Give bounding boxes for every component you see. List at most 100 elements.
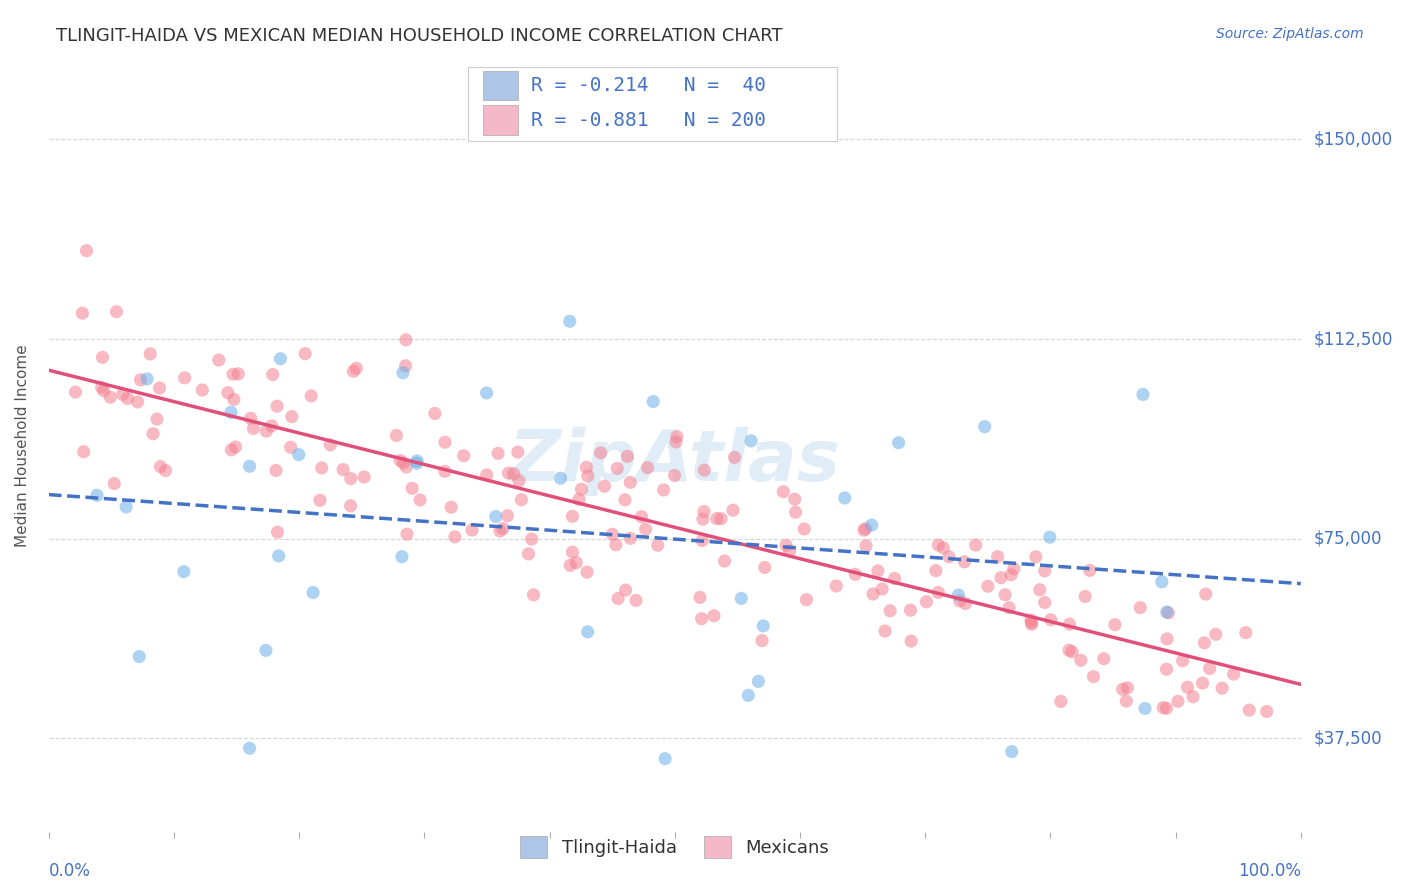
Point — [855, 522, 877, 536]
Point — [616, 450, 638, 464]
Point — [561, 545, 583, 559]
Point — [1234, 625, 1257, 640]
Point — [1194, 636, 1216, 650]
Point — [703, 608, 725, 623]
Point — [558, 314, 581, 328]
Point — [1001, 745, 1024, 759]
Point — [1057, 643, 1080, 657]
Point — [1132, 387, 1154, 401]
Point — [311, 461, 333, 475]
Point — [710, 511, 733, 525]
Point — [1021, 617, 1043, 632]
Point — [392, 456, 415, 470]
Point — [665, 434, 688, 449]
Point — [1222, 667, 1244, 681]
Point — [589, 446, 612, 460]
Point — [747, 674, 769, 689]
Point — [723, 450, 745, 465]
Point — [280, 440, 302, 454]
Point — [998, 600, 1021, 615]
Legend: Tlingit-Haida, Mexicans: Tlingit-Haida, Mexicans — [509, 825, 839, 869]
Point — [339, 499, 361, 513]
Point — [117, 392, 139, 406]
Point — [844, 567, 866, 582]
Point — [1111, 682, 1133, 697]
Point — [866, 564, 889, 578]
Point — [73, 444, 96, 458]
Point — [299, 389, 322, 403]
Point — [955, 597, 977, 611]
Point — [221, 442, 243, 457]
Point — [208, 353, 231, 368]
Point — [389, 453, 412, 467]
Point — [900, 603, 922, 617]
Point — [879, 604, 901, 618]
Point — [1156, 605, 1178, 619]
Point — [637, 460, 659, 475]
Point — [264, 463, 287, 477]
Point — [602, 527, 624, 541]
Point — [1239, 703, 1261, 717]
Point — [115, 500, 138, 514]
Point — [395, 527, 418, 541]
Point — [965, 538, 987, 552]
Point — [783, 492, 806, 507]
Point — [1025, 549, 1047, 564]
Point — [517, 547, 540, 561]
Point — [834, 491, 856, 505]
Point — [1211, 681, 1233, 695]
Point — [994, 588, 1017, 602]
Point — [111, 387, 134, 401]
Point — [90, 380, 112, 394]
Point — [900, 634, 922, 648]
Point — [690, 533, 713, 548]
Point — [1039, 530, 1062, 544]
Point — [1133, 701, 1156, 715]
Point — [977, 579, 1000, 593]
Point — [1129, 600, 1152, 615]
Point — [721, 503, 744, 517]
Point — [693, 463, 716, 477]
Point — [262, 368, 284, 382]
Point — [217, 385, 239, 400]
Point — [91, 351, 114, 365]
Point — [489, 524, 512, 538]
Point — [520, 532, 543, 546]
Point — [932, 541, 955, 555]
Point — [1205, 627, 1227, 641]
Point — [401, 481, 423, 495]
Point — [492, 522, 515, 536]
Point — [1195, 587, 1218, 601]
Point — [440, 500, 463, 515]
Point — [148, 381, 170, 395]
Point — [571, 482, 593, 496]
Point — [870, 582, 893, 596]
Point — [560, 558, 582, 573]
Point — [576, 469, 599, 483]
Point — [486, 446, 509, 460]
Text: R = -0.214   N =  40: R = -0.214 N = 40 — [530, 76, 766, 95]
Point — [1078, 564, 1101, 578]
Point — [1029, 582, 1052, 597]
Point — [522, 588, 544, 602]
Point — [433, 464, 456, 478]
Point — [706, 511, 728, 525]
Point — [1116, 681, 1139, 695]
Y-axis label: Median Household Income: Median Household Income — [15, 344, 30, 547]
Point — [1070, 653, 1092, 667]
Point — [550, 471, 572, 485]
Text: 0.0%: 0.0% — [49, 863, 90, 880]
Point — [779, 544, 801, 558]
Point — [927, 585, 949, 599]
Point — [568, 492, 591, 507]
Point — [692, 512, 714, 526]
Point — [302, 585, 325, 599]
Point — [406, 454, 429, 468]
Point — [485, 509, 508, 524]
Point — [93, 384, 115, 398]
Point — [267, 549, 290, 563]
Point — [619, 475, 641, 490]
Point — [1256, 705, 1278, 719]
Point — [772, 484, 794, 499]
Point — [173, 565, 195, 579]
